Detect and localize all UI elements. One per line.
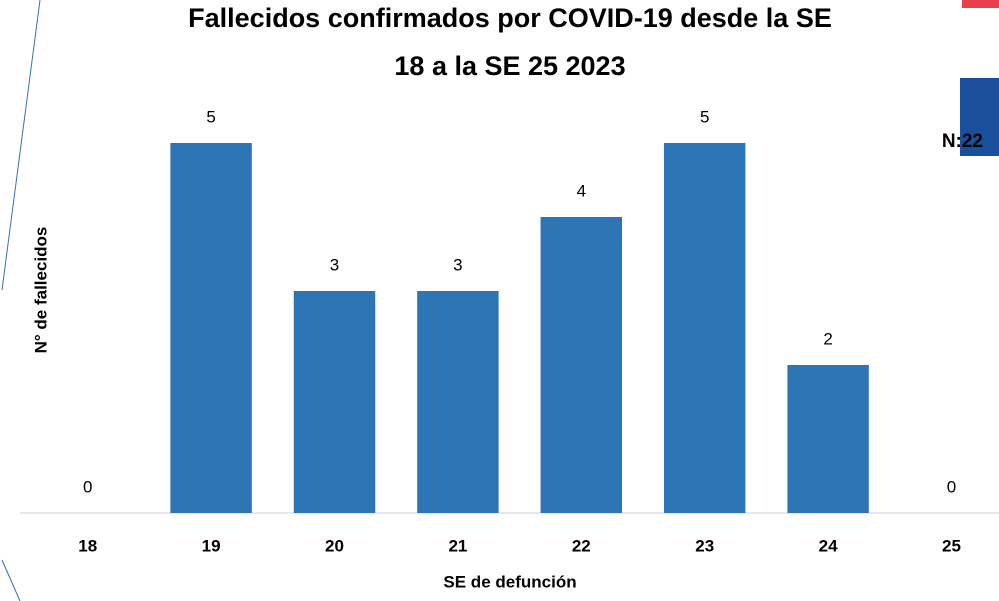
decor-red (962, 0, 999, 8)
x-axis-title: SE de defunción (443, 572, 576, 591)
chart-title: Fallecidos confirmados por COVID-19 desd… (188, 3, 832, 33)
bar (293, 291, 376, 513)
x-tick-label: 21 (448, 536, 467, 555)
annotation: N:22 (942, 131, 983, 152)
x-tick-label: 18 (78, 536, 97, 555)
data-label: 4 (577, 181, 586, 200)
y-axis-title: N° de fallecidos (31, 227, 50, 354)
data-label: 0 (947, 477, 956, 496)
data-label: 0 (83, 477, 92, 496)
x-tick-label: 22 (572, 536, 591, 555)
x-tick-label: 24 (819, 536, 838, 555)
data-label: 5 (700, 107, 709, 126)
data-label: 3 (453, 255, 462, 274)
x-tick-label: 19 (202, 536, 221, 555)
data-label: 5 (206, 107, 215, 126)
bar (170, 143, 252, 513)
chart-title: 18 a la SE 25 2023 (394, 51, 625, 81)
x-tick-label: 25 (942, 536, 961, 555)
x-tick-label: 23 (695, 536, 714, 555)
data-label: 3 (330, 255, 339, 274)
bar (540, 217, 623, 513)
data-label: 2 (823, 329, 832, 348)
decor-line (1, 0, 41, 291)
decor-line (1, 559, 21, 601)
bar (417, 291, 499, 513)
bar (663, 143, 746, 513)
x-tick-label: 20 (325, 536, 344, 555)
bar (787, 365, 869, 513)
decor-blue (960, 78, 999, 156)
